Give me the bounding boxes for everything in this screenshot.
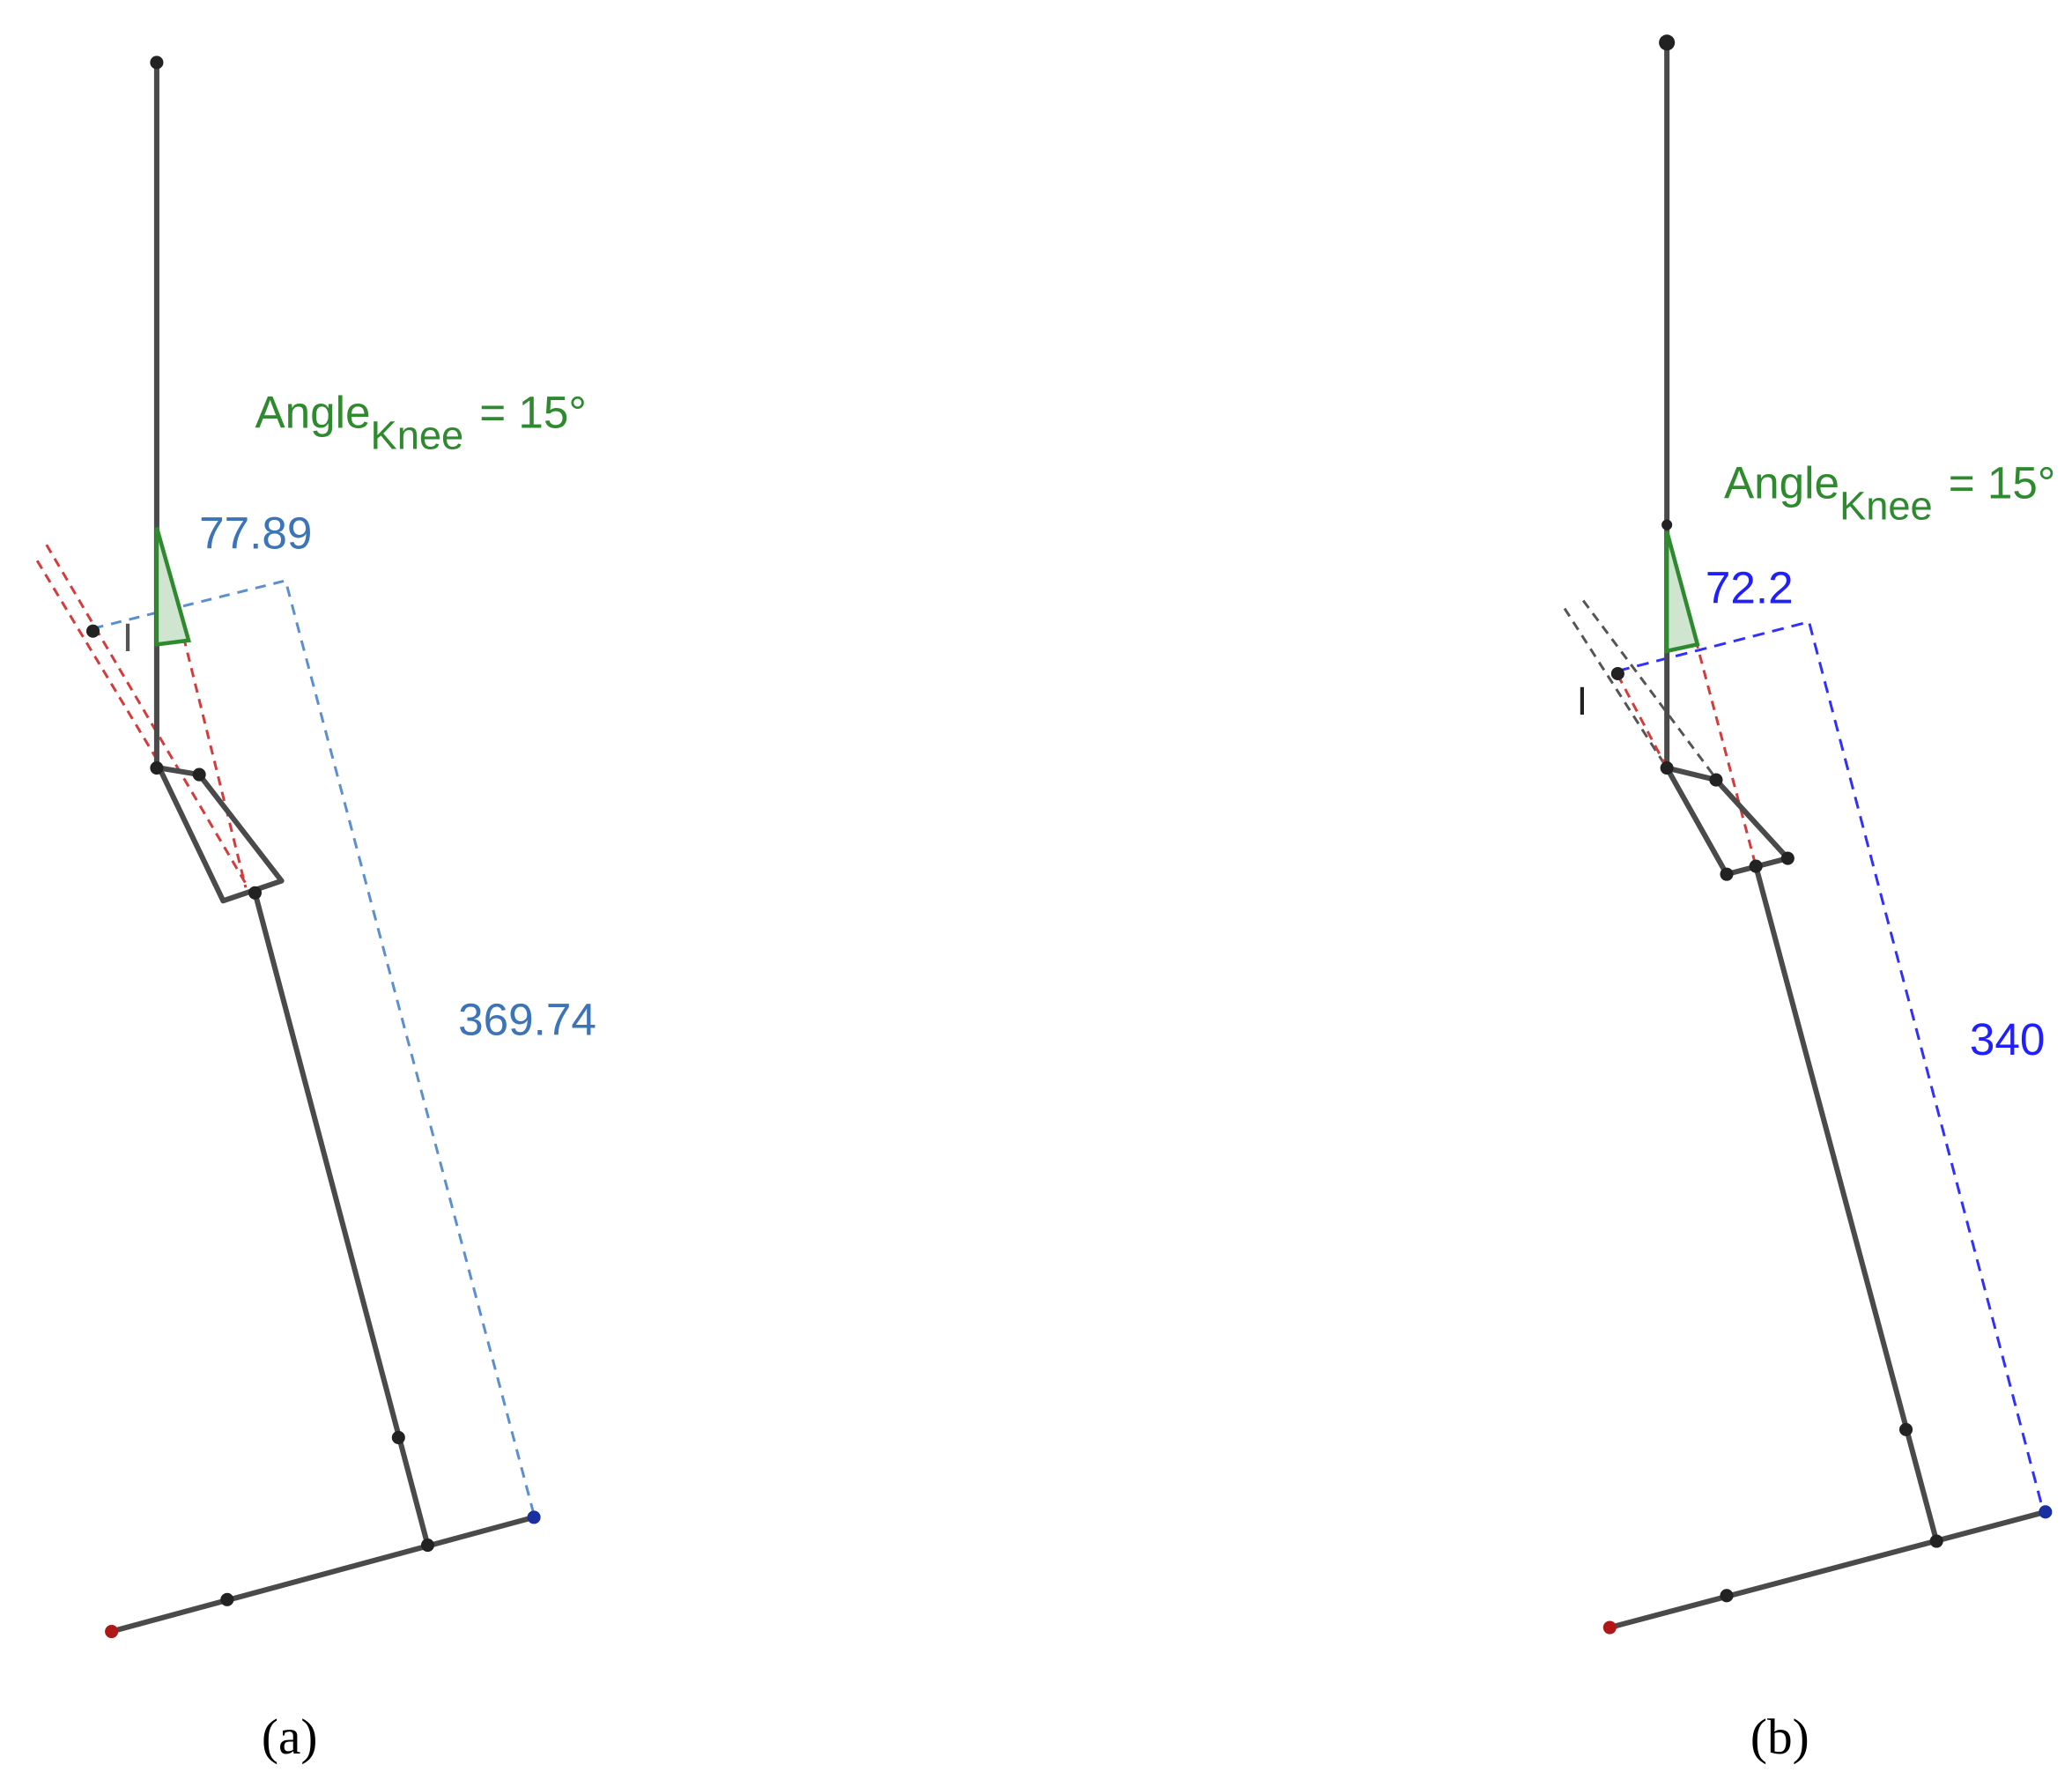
thigh bbox=[1664, 765, 1791, 878]
joint bbox=[86, 624, 100, 638]
guide-line bbox=[1617, 674, 1669, 769]
joint bbox=[1720, 867, 1734, 881]
dimension-line bbox=[1617, 619, 2045, 1510]
joint bbox=[1780, 851, 1794, 865]
guide-line bbox=[45, 544, 248, 885]
joint bbox=[105, 1624, 119, 1639]
angle-rest: = 15° bbox=[479, 388, 587, 438]
joints bbox=[1602, 34, 2053, 1635]
joint bbox=[1709, 773, 1723, 787]
joint bbox=[1660, 760, 1674, 775]
point-label: I bbox=[1577, 678, 1588, 723]
width-label: 72.2 bbox=[1706, 563, 1794, 613]
joint bbox=[391, 1430, 405, 1444]
joint bbox=[150, 760, 164, 775]
angle-rest: = 15° bbox=[1949, 457, 2056, 508]
joint bbox=[1720, 1589, 1734, 1603]
length-label: 369.74 bbox=[458, 995, 596, 1045]
joint bbox=[150, 56, 164, 70]
angle-label: AngleKnee = 15° bbox=[255, 388, 586, 458]
panel-a: AngleKnee = 15° 77.89 369.74 I (a) bbox=[35, 56, 596, 1765]
panel-b: AngleKnee = 15° 72.2 340 I (b) bbox=[1563, 34, 2055, 1765]
length-label: 340 bbox=[1970, 1014, 2046, 1064]
guide-line bbox=[1581, 599, 1721, 785]
joint bbox=[192, 767, 206, 782]
point-label: I bbox=[122, 615, 134, 660]
thigh bbox=[156, 765, 285, 904]
foot bbox=[1609, 1509, 2046, 1630]
foot bbox=[110, 1514, 535, 1635]
joint bbox=[1661, 519, 1673, 530]
angle-sub: Knee bbox=[371, 413, 464, 458]
angle-marker bbox=[154, 527, 191, 647]
joint bbox=[1659, 34, 1676, 51]
joint bbox=[420, 1538, 435, 1553]
guide-line bbox=[155, 528, 248, 888]
width-label: 77.89 bbox=[199, 508, 312, 559]
joint bbox=[527, 1510, 541, 1524]
caption: (b) bbox=[1750, 1709, 1809, 1765]
angle-base: Angle bbox=[1724, 457, 1839, 508]
joint bbox=[2039, 1505, 2053, 1519]
shank bbox=[1753, 865, 1940, 1542]
joint bbox=[1929, 1534, 1943, 1548]
angle-base: Angle bbox=[255, 388, 370, 438]
joint bbox=[1899, 1422, 1913, 1436]
joint bbox=[1602, 1620, 1617, 1635]
angle-marker bbox=[1664, 530, 1700, 654]
joint bbox=[248, 886, 263, 900]
joint bbox=[1749, 859, 1763, 873]
guide-line bbox=[35, 560, 164, 769]
shank bbox=[252, 892, 431, 1546]
joint bbox=[1610, 666, 1624, 681]
joints bbox=[86, 56, 541, 1639]
angle-sub: Knee bbox=[1839, 484, 1933, 529]
joint bbox=[220, 1592, 234, 1606]
caption: (a) bbox=[262, 1709, 318, 1765]
angle-label: AngleKnee = 15° bbox=[1724, 457, 2055, 528]
